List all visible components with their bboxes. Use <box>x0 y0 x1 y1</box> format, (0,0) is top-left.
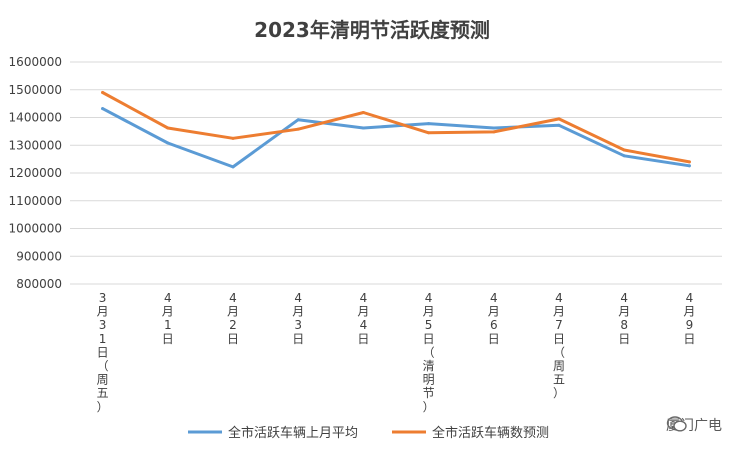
legend-label: 全市活跃车辆上月平均 <box>228 425 358 441</box>
y-tick-label: 1300000 <box>9 138 62 152</box>
data-point <box>361 126 365 130</box>
data-point <box>687 160 691 164</box>
data-point <box>101 107 105 111</box>
y-tick-label: 1100000 <box>9 194 62 208</box>
data-point <box>622 148 626 152</box>
y-tick-label: 900000 <box>16 249 62 263</box>
data-point <box>427 131 431 135</box>
data-point <box>492 130 496 134</box>
data-point <box>296 118 300 122</box>
data-point <box>687 164 691 168</box>
data-point <box>166 141 170 145</box>
x-tick-label: 3 月 3 1 日（周五） <box>97 291 109 414</box>
y-tick-label: 1600000 <box>9 55 62 69</box>
data-point <box>101 91 105 95</box>
data-point <box>492 126 496 130</box>
chart-title: 2023年清明节活跃度预测 <box>254 18 490 42</box>
x-tick-label: 4 月 5 日（清明节） <box>423 291 435 414</box>
watermark: 厦门广电 <box>666 415 722 435</box>
series-line-1 <box>101 107 691 169</box>
data-point <box>427 122 431 126</box>
y-tick-label: 1200000 <box>9 166 62 180</box>
y-tick-label: 1000000 <box>9 222 62 236</box>
legend-label: 全市活跃车辆数预测 <box>432 425 549 441</box>
y-tick-label: 1400000 <box>9 111 62 125</box>
series-line-2 <box>101 91 691 164</box>
data-point <box>622 154 626 158</box>
y-tick-label: 1500000 <box>9 83 62 97</box>
data-point <box>296 127 300 131</box>
data-point <box>361 111 365 115</box>
y-tick-label: 800000 <box>16 277 62 291</box>
data-point <box>166 126 170 130</box>
data-point <box>231 136 235 140</box>
x-tick-label: 4 月 7 日（周五） <box>553 291 565 400</box>
data-point <box>557 117 561 121</box>
wechat-icon <box>666 416 687 432</box>
data-point <box>231 165 235 169</box>
data-point <box>557 123 561 127</box>
